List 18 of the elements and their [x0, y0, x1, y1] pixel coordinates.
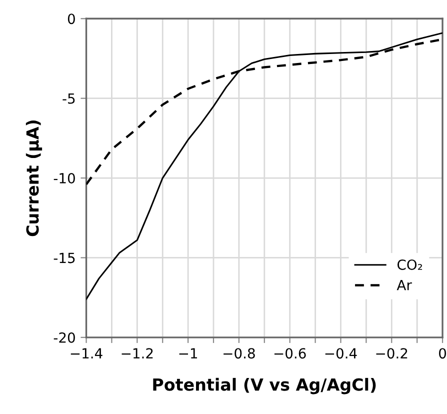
x-tick-label: −0.2 — [376, 348, 408, 359]
x-tick-label: −0.6 — [274, 348, 306, 359]
legend-label: Ar — [396, 280, 412, 290]
y-axis-title: Current (µA) — [26, 120, 42, 236]
line-series — [86, 32, 443, 300]
y-tick-label: 0 — [68, 14, 75, 24]
y-tick-label: -10 — [54, 172, 75, 184]
x-tick-label: −1.2 — [122, 348, 153, 358]
y-tick-label: -5 — [62, 93, 75, 104]
x-tick-label: 0 — [439, 348, 446, 359]
y-tick-label: -20 — [54, 332, 75, 343]
x-tick-label: −0.8 — [224, 348, 255, 359]
y-tick-label: -15 — [54, 252, 75, 264]
x-tick-label: −0.4 — [325, 348, 357, 359]
x-tick-label: −1.4 — [70, 348, 102, 358]
x-axis-title: Potential (V vs Ag/AgCl) — [153, 378, 376, 394]
legend-label: CO₂ — [397, 259, 422, 270]
x-tick-label: −1 — [179, 348, 198, 358]
